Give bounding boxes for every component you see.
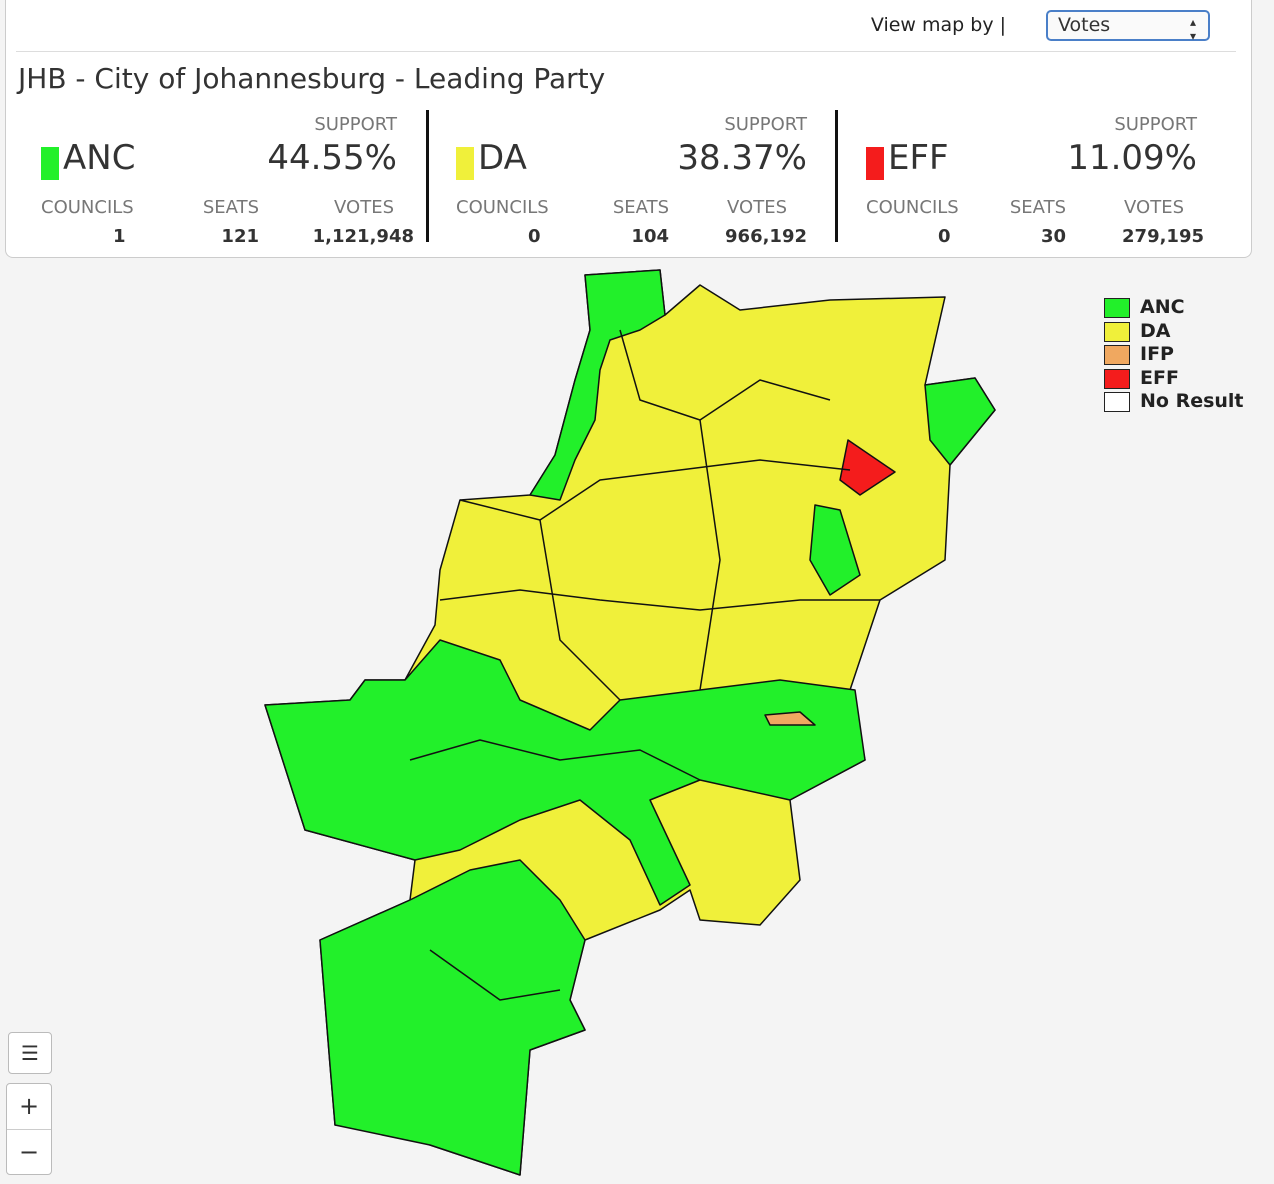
region-anc (529, 269, 666, 501)
layers-button[interactable]: ☰ (8, 1032, 52, 1074)
party-color (866, 147, 884, 180)
councils-label: COUNCILS (866, 197, 959, 218)
votes-value: 966,192 (725, 226, 807, 247)
region-anc (264, 639, 866, 906)
region-da (264, 269, 996, 1176)
boundary (539, 519, 621, 701)
party-name: DA (478, 138, 527, 178)
legend-swatch (1104, 392, 1130, 412)
votes-label: VOTES (727, 197, 787, 218)
votes-label: VOTES (334, 197, 394, 218)
support-value: 38.37% (677, 138, 807, 178)
seats-label: SEATS (1009, 197, 1066, 218)
region-anc (924, 377, 996, 466)
legend-label: No Result (1140, 390, 1244, 412)
councils-value: 0 (528, 226, 541, 247)
legend-swatch (1104, 298, 1130, 318)
region-anc (809, 504, 861, 596)
seats-value: 121 (221, 226, 259, 247)
legend-swatch (1104, 345, 1130, 365)
title: JHB - City of Johannesburg - Leading Par… (18, 62, 606, 95)
zoom-out[interactable]: − (18, 1138, 40, 1166)
legend-label: EFF (1140, 366, 1179, 389)
legend-swatch (1104, 321, 1130, 342)
councils-label: COUNCILS (41, 197, 134, 218)
support-label: SUPPORT (314, 114, 397, 135)
support-label: SUPPORT (1114, 114, 1197, 135)
party-name: EFF (888, 138, 949, 178)
separator (426, 110, 429, 242)
boundary (459, 459, 851, 521)
seats-value: 30 (1040, 226, 1066, 247)
summary-panel: View map by | Votes JHB - City of Johann… (5, 0, 1252, 258)
support-value: 44.55% (267, 138, 397, 178)
votes-value: 1,121,948 (312, 226, 414, 247)
legend-label: DA (1140, 319, 1171, 342)
zoom-in[interactable]: + (7, 1084, 51, 1130)
councils-value: 0 (938, 226, 951, 247)
seats-label: SEATS (612, 197, 669, 218)
party-color (41, 147, 59, 180)
councils-label: COUNCILS (456, 197, 549, 218)
region-anc (319, 859, 586, 1176)
separator (835, 110, 838, 242)
seats-label: SEATS (202, 197, 259, 218)
votes-label: VOTES (1124, 197, 1184, 218)
boundary (699, 419, 721, 691)
view-select[interactable]: Votes (1046, 10, 1210, 43)
boundary (439, 589, 880, 611)
party-color (456, 147, 474, 180)
votes-value: 279,195 (1122, 226, 1204, 247)
divider (16, 51, 1236, 52)
boundary (429, 949, 561, 1001)
legend-swatch (1104, 368, 1130, 389)
councils-value: 1 (113, 226, 126, 247)
support-label: SUPPORT (724, 114, 807, 135)
legend-label: IFP (1140, 343, 1174, 365)
legend-label: ANC (1140, 296, 1185, 318)
support-value: 11.09% (1067, 138, 1197, 178)
zoom-control: + − (6, 1083, 52, 1175)
seats-value: 104 (631, 226, 669, 247)
region-ifp (764, 711, 816, 726)
view-label: View map by | (870, 14, 1006, 36)
boundary (409, 739, 701, 781)
region-eff (839, 439, 896, 496)
party-name: ANC (63, 138, 136, 178)
boundary (619, 329, 831, 421)
